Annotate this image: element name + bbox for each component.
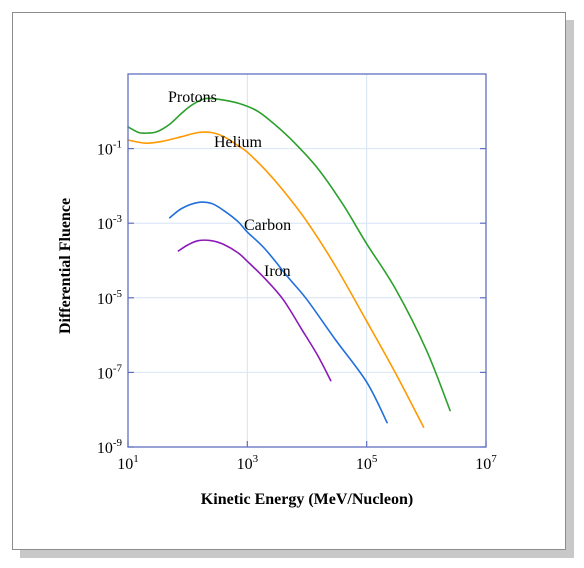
x-tick-label: 101 (117, 453, 139, 473)
y-axis-title: Differential Fluence (57, 198, 74, 334)
series-line-carbon (168, 201, 388, 424)
y-tick-label: 10-7 (97, 362, 123, 382)
series-label-protons: Protons (168, 89, 217, 106)
figure-card (12, 12, 566, 550)
y-tick-label: 10-1 (97, 139, 122, 159)
tick-layer: 101 103 105 107 10-1 10-3 10-5 10-7 10-9 (97, 139, 497, 473)
series-label-helium: Helium (214, 134, 263, 151)
y-tick-label: 10-3 (97, 213, 123, 233)
series-label-carbon: Carbon (244, 217, 291, 234)
x-tick-label: 105 (356, 453, 378, 473)
x-tick-label: 103 (237, 453, 259, 473)
series-layer (127, 97, 451, 428)
y-tick-label: 10-9 (97, 437, 123, 457)
series-line-iron (177, 239, 332, 382)
y-tick-label: 10-5 (97, 288, 123, 308)
x-tick-label: 107 (475, 453, 497, 473)
series-line-protons (127, 97, 451, 412)
series-line-helium (127, 131, 425, 428)
grid-layer (128, 74, 486, 447)
plot-area-frame (127, 73, 487, 448)
series-label-iron: Iron (264, 263, 291, 280)
x-axis-title: Kinetic Energy (MeV/Nucleon) (201, 491, 413, 508)
